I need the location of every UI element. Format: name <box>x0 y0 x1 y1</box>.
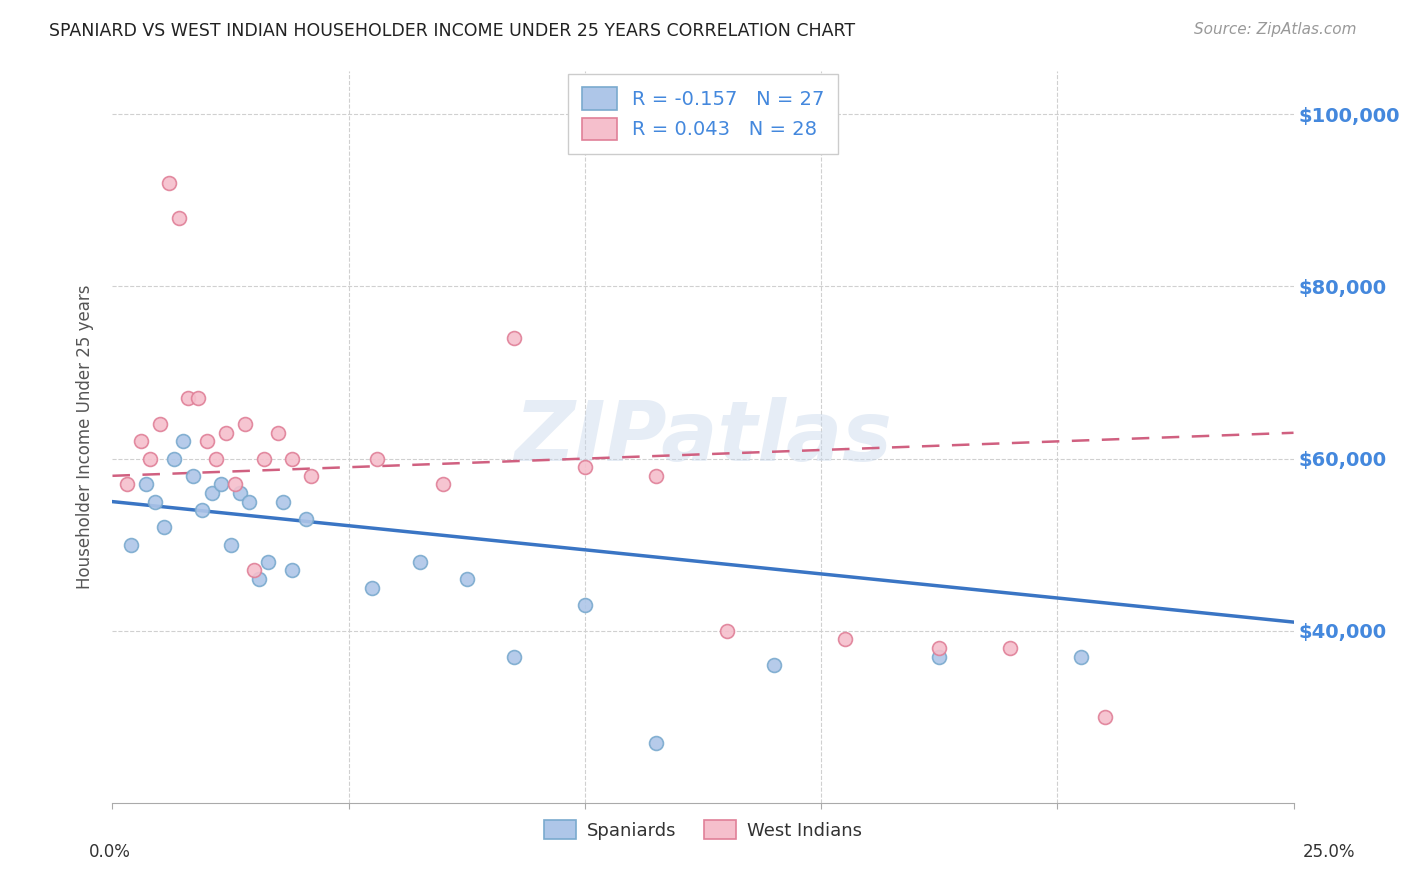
Spaniards <box>247 572 270 586</box>
West Indians <box>267 425 290 440</box>
Spaniards <box>503 649 526 664</box>
Spaniards <box>238 494 260 508</box>
Spaniards <box>928 649 950 664</box>
West Indians <box>1094 710 1116 724</box>
Spaniards <box>295 512 318 526</box>
Y-axis label: Householder Income Under 25 years: Householder Income Under 25 years <box>76 285 94 590</box>
West Indians <box>644 468 666 483</box>
West Indians <box>186 392 208 406</box>
Text: 0.0%: 0.0% <box>89 843 131 861</box>
Spaniards <box>172 434 194 449</box>
West Indians <box>243 564 266 578</box>
Spaniards <box>408 555 430 569</box>
Spaniards <box>361 581 384 595</box>
Spaniards <box>120 538 142 552</box>
West Indians <box>366 451 388 466</box>
Spaniards <box>271 494 294 508</box>
Spaniards <box>281 564 304 578</box>
Spaniards <box>1070 649 1092 664</box>
Spaniards <box>762 658 785 673</box>
West Indians <box>149 417 172 432</box>
West Indians <box>503 331 526 345</box>
Spaniards <box>143 494 166 508</box>
West Indians <box>253 451 276 466</box>
Spaniards <box>456 572 478 586</box>
West Indians <box>716 624 738 638</box>
West Indians <box>281 451 304 466</box>
Spaniards <box>574 598 596 612</box>
Spaniards <box>257 555 280 569</box>
West Indians <box>299 468 322 483</box>
Spaniards <box>181 468 204 483</box>
West Indians <box>167 211 190 225</box>
West Indians <box>129 434 152 449</box>
West Indians <box>224 477 246 491</box>
Text: Source: ZipAtlas.com: Source: ZipAtlas.com <box>1194 22 1357 37</box>
West Indians <box>233 417 256 432</box>
Text: ZIPatlas: ZIPatlas <box>515 397 891 477</box>
West Indians <box>998 640 1021 655</box>
Text: SPANIARD VS WEST INDIAN HOUSEHOLDER INCOME UNDER 25 YEARS CORRELATION CHART: SPANIARD VS WEST INDIAN HOUSEHOLDER INCO… <box>49 22 855 40</box>
West Indians <box>157 176 180 190</box>
Spaniards <box>153 520 176 534</box>
West Indians <box>574 460 596 475</box>
West Indians <box>205 451 228 466</box>
West Indians <box>139 451 162 466</box>
Text: 25.0%: 25.0% <box>1302 843 1355 861</box>
Legend: Spaniards, West Indians: Spaniards, West Indians <box>534 811 872 848</box>
West Indians <box>215 425 238 440</box>
Spaniards <box>229 486 252 500</box>
West Indians <box>834 632 856 647</box>
Spaniards <box>135 477 157 491</box>
Spaniards <box>209 477 232 491</box>
West Indians <box>928 640 950 655</box>
West Indians <box>115 477 138 491</box>
West Indians <box>432 477 454 491</box>
Spaniards <box>163 451 186 466</box>
Spaniards <box>191 503 214 517</box>
West Indians <box>195 434 218 449</box>
Spaniards <box>219 538 242 552</box>
West Indians <box>177 392 200 406</box>
Spaniards <box>201 486 224 500</box>
Spaniards <box>644 735 666 749</box>
